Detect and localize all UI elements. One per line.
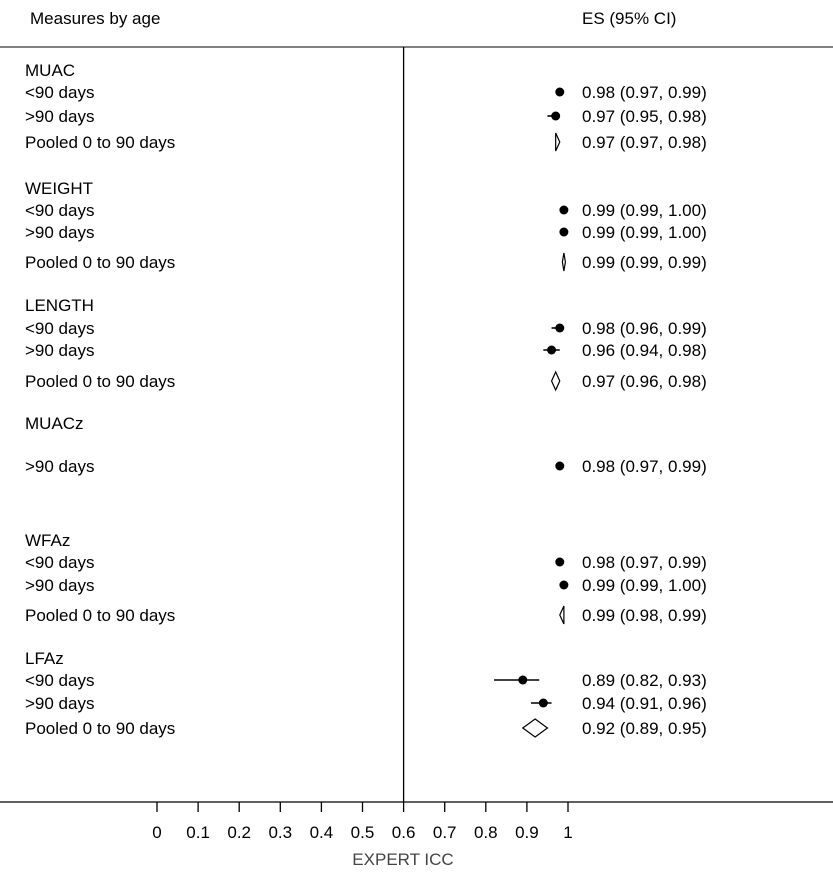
x-tick-label: 0.1 <box>186 823 210 842</box>
estimate-text: 0.98 (0.96, 0.99) <box>582 319 707 338</box>
estimate-text: 0.99 (0.98, 0.99) <box>582 606 707 625</box>
x-tick-label: 0.2 <box>227 823 251 842</box>
point-estimate <box>538 698 548 708</box>
group-header: LFAz <box>25 649 64 668</box>
estimate-text: 0.98 (0.97, 0.99) <box>582 553 707 572</box>
x-tick-label: 0.5 <box>351 823 375 842</box>
row-label: >90 days <box>25 694 94 713</box>
x-axis-ticks: 0 0.1 0.2 0.3 0.4 0.5 0.6 0.7 0.8 0.9 1 <box>152 802 573 842</box>
point-estimate <box>518 675 528 685</box>
x-tick-label: 0.4 <box>310 823 334 842</box>
estimate-text: 0.97 (0.95, 0.98) <box>582 107 707 126</box>
point-estimate <box>559 227 569 237</box>
x-tick-label: 0 <box>152 823 161 842</box>
group-header: MUACz <box>25 414 84 433</box>
row-label: Pooled 0 to 90 days <box>25 372 175 391</box>
row-label: <90 days <box>25 201 94 220</box>
row-label: >90 days <box>25 457 94 476</box>
estimate-text: 0.99 (0.99, 1.00) <box>582 576 707 595</box>
x-tick-label: 0.6 <box>392 823 416 842</box>
point-estimate <box>551 111 561 121</box>
row-label: <90 days <box>25 671 94 690</box>
forest-rows: MUAC <90 days 0.98 (0.97, 0.99) >90 days 0.9… <box>25 61 707 738</box>
x-tick-label: 0.7 <box>433 823 457 842</box>
point-estimate <box>555 323 565 333</box>
row-label: Pooled 0 to 90 days <box>25 253 175 272</box>
estimate-text: 0.96 (0.94, 0.98) <box>582 341 707 360</box>
group-header: WFAz <box>25 531 70 550</box>
row-label: <90 days <box>25 553 94 572</box>
x-tick-label: 0.8 <box>474 823 498 842</box>
estimate-text: 0.92 (0.89, 0.95) <box>582 719 707 738</box>
point-estimate <box>559 205 569 215</box>
pooled-diamond <box>521 718 549 738</box>
row-label: <90 days <box>25 83 94 102</box>
row-label: Pooled 0 to 90 days <box>25 606 175 625</box>
row-label: >90 days <box>25 223 94 242</box>
group-header: LENGTH <box>25 296 94 315</box>
point-estimate <box>555 557 565 567</box>
row-label: <90 days <box>25 319 94 338</box>
point-estimate <box>547 345 557 355</box>
point-estimate <box>555 461 565 471</box>
row-label: >90 days <box>25 107 94 126</box>
estimate-text: 0.94 (0.91, 0.96) <box>582 694 707 713</box>
estimate-text: 0.89 (0.82, 0.93) <box>582 671 707 690</box>
estimate-text: 0.99 (0.99, 0.99) <box>582 253 707 272</box>
estimate-text: 0.99 (0.99, 1.00) <box>582 223 707 242</box>
estimate-text: 0.98 (0.97, 0.99) <box>582 457 707 476</box>
x-tick-label: 0.3 <box>268 823 292 842</box>
pooled-diamond <box>555 132 561 152</box>
estimate-text: 0.99 (0.99, 1.00) <box>582 201 707 220</box>
pooled-diamond <box>561 252 566 272</box>
x-tick-label: 0.9 <box>515 823 539 842</box>
row-label: >90 days <box>25 341 94 360</box>
row-label: Pooled 0 to 90 days <box>25 719 175 738</box>
point-estimate <box>555 87 565 97</box>
row-label: Pooled 0 to 90 days <box>25 133 175 152</box>
estimate-text: 0.97 (0.97, 0.98) <box>582 133 707 152</box>
pooled-diamond <box>559 605 565 625</box>
estimate-text: 0.97 (0.96, 0.98) <box>582 372 707 391</box>
group-header: WEIGHT <box>25 179 93 198</box>
point-estimate <box>559 580 569 590</box>
row-label: >90 days <box>25 576 94 595</box>
group-header: MUAC <box>25 61 75 80</box>
header-measures: Measures by age <box>30 9 160 28</box>
x-axis-label: EXPERT ICC <box>352 850 453 869</box>
pooled-diamond <box>550 370 561 392</box>
estimate-text: 0.98 (0.97, 0.99) <box>582 83 707 102</box>
x-tick-label: 1 <box>563 823 572 842</box>
header-effect-size: ES (95% CI) <box>582 9 676 28</box>
